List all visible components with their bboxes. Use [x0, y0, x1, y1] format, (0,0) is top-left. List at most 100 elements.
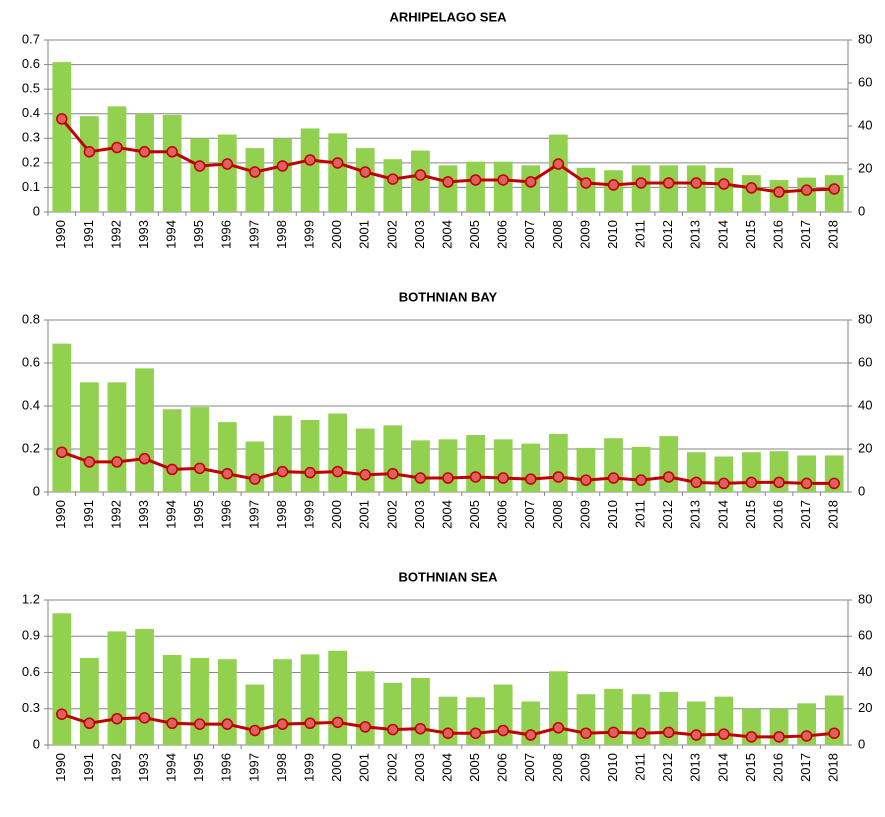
line-marker — [249, 166, 261, 178]
line-marker — [56, 708, 68, 720]
bar — [162, 654, 182, 745]
chart: BOTHNIAN SEA 0 0.3 0.6 0.9 1.2 0 20 40 60 80 1990 19… — [22, 569, 873, 781]
x-tick-label: 1994 — [164, 220, 179, 249]
line-marker — [249, 724, 261, 737]
bar — [383, 425, 403, 492]
line-marker — [525, 729, 537, 741]
bar — [162, 114, 182, 212]
line-marker — [718, 728, 730, 740]
x-tick-label: 2006 — [495, 753, 510, 782]
bar — [80, 382, 99, 492]
bar — [411, 677, 430, 745]
x-tick-label: 2006 — [495, 220, 510, 249]
bar — [355, 148, 375, 212]
x-tick-label: 1990 — [53, 753, 68, 782]
line-marker — [304, 154, 316, 166]
line-marker — [773, 186, 785, 198]
line-marker — [662, 471, 675, 483]
line-marker — [718, 477, 730, 490]
line-marker — [111, 712, 123, 725]
y2-tick-label: 60 — [858, 354, 872, 369]
bar — [576, 167, 596, 212]
y-tick-label: 0.2 — [22, 440, 40, 455]
x-tick-label: 1994 — [164, 500, 179, 529]
y2-tick-label: 80 — [858, 591, 872, 606]
line-marker — [331, 465, 344, 478]
x-tick-label: 1990 — [53, 500, 68, 529]
x-tick-label: 2004 — [439, 220, 454, 249]
x-tick-label: 2000 — [329, 753, 344, 782]
line-marker — [580, 727, 592, 739]
line-marker — [607, 726, 620, 739]
line-marker — [221, 467, 234, 480]
line-marker — [111, 456, 123, 468]
line-marker — [800, 184, 813, 196]
x-tick-label: 2017 — [798, 500, 813, 529]
bar — [273, 138, 292, 212]
x-tick-label: 2011 — [633, 753, 648, 781]
line-marker — [607, 179, 620, 191]
line-marker — [83, 456, 96, 468]
y2-tick-label: 40 — [858, 117, 872, 132]
line-marker — [331, 157, 344, 169]
line-marker — [56, 446, 68, 458]
line-marker — [414, 472, 427, 484]
x-tick-label: 1992 — [108, 500, 123, 529]
line-marker — [331, 716, 344, 729]
bar — [466, 435, 485, 492]
chart-title: ARHIPELAGO SEA — [389, 9, 507, 24]
line-marker — [56, 113, 68, 125]
bar — [411, 440, 430, 492]
bar — [273, 659, 292, 745]
x-tick-label: 2006 — [495, 500, 510, 529]
y-tick-label: 0 — [33, 203, 40, 218]
line-marker — [304, 466, 316, 479]
x-tick-label: 2017 — [798, 753, 813, 782]
x-tick-label: 2008 — [550, 500, 565, 529]
bar — [493, 161, 513, 212]
bar — [466, 161, 485, 212]
y2-tick-label: 80 — [858, 311, 872, 326]
x-tick-label: 2010 — [605, 220, 620, 249]
y2-tick-label: 20 — [858, 700, 872, 715]
x-tick-label: 2012 — [660, 500, 675, 529]
bar — [328, 413, 348, 492]
y2-tick-label: 0 — [858, 736, 865, 751]
x-tick-label: 2000 — [329, 220, 344, 249]
x-tick-label: 2014 — [715, 220, 730, 249]
bar — [659, 436, 679, 492]
x-tick-label: 2009 — [577, 753, 592, 782]
y-tick-label: 0.4 — [22, 105, 40, 120]
line-marker — [552, 158, 565, 170]
y2-tick-label: 40 — [858, 664, 872, 679]
line-marker — [249, 473, 261, 485]
x-tick-label: 1995 — [191, 220, 206, 249]
bar — [190, 138, 210, 212]
line-marker — [304, 717, 316, 729]
x-tick-label: 1993 — [136, 220, 151, 249]
x-tick-label: 2005 — [467, 220, 482, 249]
line-marker — [83, 146, 96, 158]
y2-tick-label: 40 — [858, 397, 872, 412]
x-tick-label: 2003 — [412, 220, 427, 249]
bar — [52, 613, 72, 745]
y2-tick-label: 60 — [858, 628, 872, 643]
bar — [273, 415, 292, 492]
x-tick-label: 2016 — [770, 500, 785, 529]
x-tick-label: 1997 — [246, 220, 261, 249]
y2-tick-label: 60 — [858, 74, 872, 89]
x-tick-label: 1996 — [219, 500, 234, 529]
y-tick-label: 0.8 — [22, 311, 40, 326]
x-tick-label: 2004 — [439, 500, 454, 529]
x-tick-label: 1997 — [246, 753, 261, 782]
x-tick-label: 1991 — [81, 220, 96, 249]
line-marker — [552, 471, 565, 483]
bar — [217, 134, 237, 212]
bar — [300, 654, 320, 745]
line-marker — [525, 473, 537, 485]
line-marker — [745, 182, 758, 194]
x-tick-label: 2015 — [743, 500, 758, 529]
bar — [217, 659, 237, 745]
y-tick-label: 0.3 — [22, 700, 40, 715]
line-marker — [193, 160, 206, 172]
